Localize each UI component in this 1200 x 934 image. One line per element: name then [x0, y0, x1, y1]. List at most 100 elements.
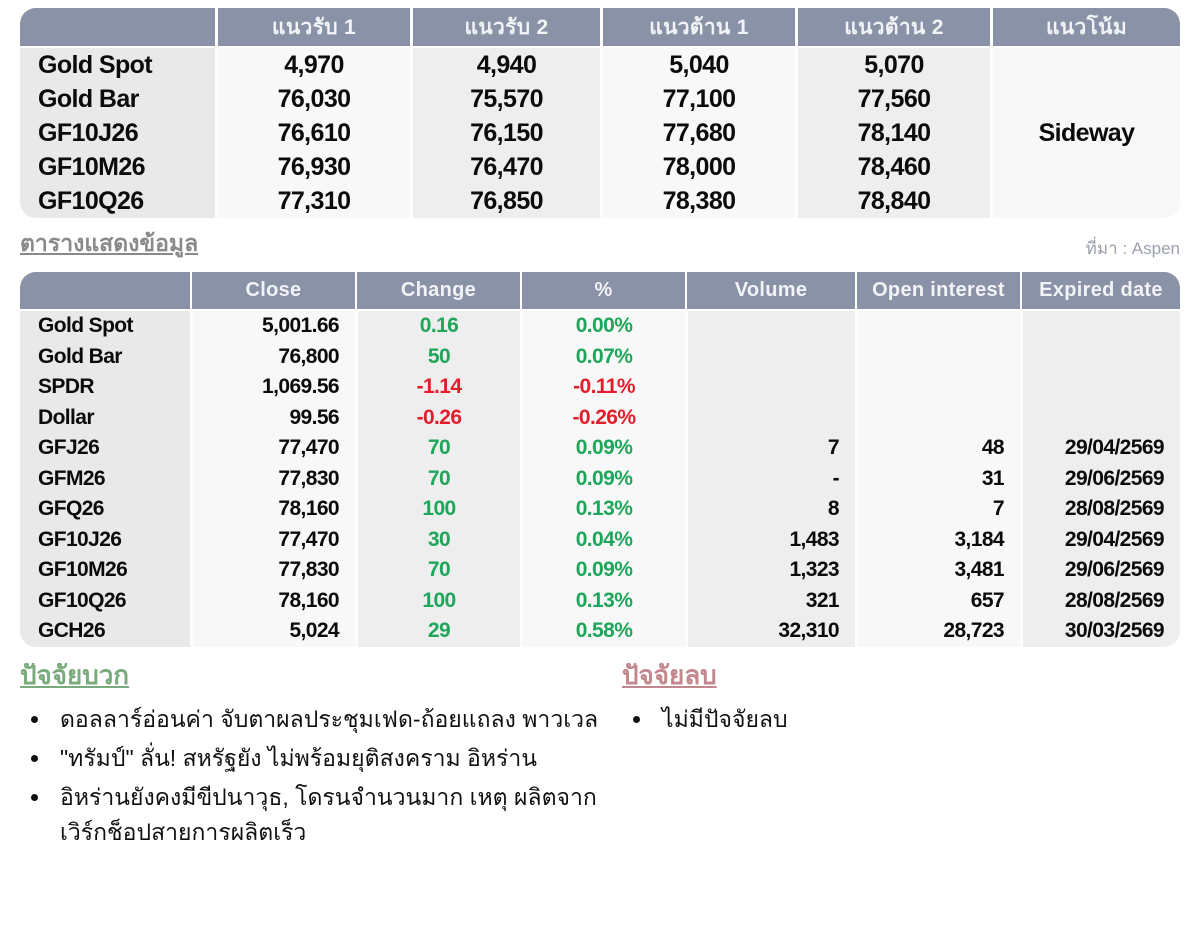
- volume-value: 1,323: [685, 555, 855, 586]
- header-trend: แนวโน้ม: [990, 8, 1180, 46]
- close-value: 5,001.66: [190, 311, 355, 342]
- header-change: Change: [355, 272, 520, 309]
- instrument-label: GF10M26: [20, 150, 215, 184]
- negative-factors: ปัจจัยลบ ไม่มีปัจจัยลบ: [622, 655, 1180, 854]
- header-percent: %: [520, 272, 685, 309]
- change-value: 100: [355, 585, 520, 616]
- change-value: -1.14: [355, 372, 520, 403]
- level-value: 76,930: [215, 150, 410, 184]
- open-interest-value: 7: [855, 494, 1020, 525]
- instrument-label: GF10Q26: [20, 585, 190, 616]
- level-value: 78,140: [795, 116, 990, 150]
- change-value: 70: [355, 433, 520, 464]
- support-table-header: แนวรับ 1 แนวรับ 2 แนวต้าน 1 แนวต้าน 2 แน…: [20, 8, 1180, 48]
- close-value: 99.56: [190, 402, 355, 433]
- volume-value: 32,310: [685, 616, 855, 647]
- expired-date-value: 29/06/2569: [1020, 463, 1180, 494]
- header-close: Close: [190, 272, 355, 309]
- level-value: 78,840: [795, 184, 990, 218]
- change-value: 0.16: [355, 311, 520, 342]
- close-value: 77,830: [190, 555, 355, 586]
- header-resistance-2: แนวต้าน 2: [795, 8, 990, 46]
- change-value: 30: [355, 524, 520, 555]
- percent-value: 0.07%: [520, 341, 685, 372]
- change-value: 50: [355, 341, 520, 372]
- open-interest-value: 31: [855, 463, 1020, 494]
- volume-value: [685, 341, 855, 372]
- level-value: 77,100: [600, 82, 795, 116]
- percent-value: 0.13%: [520, 585, 685, 616]
- level-value: 77,560: [795, 82, 990, 116]
- volume-value: [685, 402, 855, 433]
- header-open-interest: Open interest: [855, 272, 1020, 309]
- header-blank: [20, 272, 190, 309]
- source-label: ที่มา : Aspen: [1085, 239, 1180, 258]
- volume-value: 1,483: [685, 524, 855, 555]
- header-volume: Volume: [685, 272, 855, 309]
- header-resistance-1: แนวต้าน 1: [600, 8, 795, 46]
- open-interest-value: 3,184: [855, 524, 1020, 555]
- open-interest-value: 28,723: [855, 616, 1020, 647]
- close-value: 76,800: [190, 341, 355, 372]
- open-interest-value: [855, 372, 1020, 403]
- expired-date-value: [1020, 341, 1180, 372]
- close-value: 78,160: [190, 585, 355, 616]
- negative-factors-heading: ปัจจัยลบ: [622, 660, 717, 690]
- percent-value: 0.09%: [520, 463, 685, 494]
- expired-date-value: [1020, 311, 1180, 342]
- level-value: 78,000: [600, 150, 795, 184]
- level-value: 77,310: [215, 184, 410, 218]
- level-value: 76,850: [410, 184, 600, 218]
- instrument-label: Gold Bar: [20, 82, 215, 116]
- expired-date-value: [1020, 402, 1180, 433]
- change-value: 100: [355, 494, 520, 525]
- level-value: 77,680: [600, 116, 795, 150]
- instrument-label: Gold Spot: [20, 311, 190, 342]
- factor-item: ดอลลาร์อ่อนค่า จับตาผลประชุมเฟด-ถ้อยแถลง…: [52, 702, 622, 737]
- volume-value: 321: [685, 585, 855, 616]
- data-table-header: Close Change % Volume Open interest Expi…: [20, 272, 1180, 311]
- level-value: 78,380: [600, 184, 795, 218]
- header-blank: [20, 8, 215, 46]
- support-resistance-table: แนวรับ 1 แนวรับ 2 แนวต้าน 1 แนวต้าน 2 แน…: [20, 8, 1180, 218]
- expired-date-value: 28/08/2569: [1020, 585, 1180, 616]
- expired-date-value: 28/08/2569: [1020, 494, 1180, 525]
- open-interest-value: 657: [855, 585, 1020, 616]
- expired-date-value: [1020, 372, 1180, 403]
- header-support-2: แนวรับ 2: [410, 8, 600, 46]
- level-value: 78,460: [795, 150, 990, 184]
- expired-date-value: 30/03/2569: [1020, 616, 1180, 647]
- percent-value: 0.13%: [520, 494, 685, 525]
- expired-date-value: 29/06/2569: [1020, 555, 1180, 586]
- level-value: 5,040: [600, 48, 795, 82]
- close-value: 78,160: [190, 494, 355, 525]
- percent-value: -0.26%: [520, 402, 685, 433]
- instrument-label: GF10J26: [20, 524, 190, 555]
- instrument-label: GF10M26: [20, 555, 190, 586]
- change-value: 70: [355, 463, 520, 494]
- volume-value: 7: [685, 433, 855, 464]
- open-interest-value: [855, 311, 1020, 342]
- instrument-label: SPDR: [20, 372, 190, 403]
- volume-value: [685, 372, 855, 403]
- level-value: 4,940: [410, 48, 600, 82]
- expired-date-value: 29/04/2569: [1020, 524, 1180, 555]
- close-value: 77,470: [190, 433, 355, 464]
- negative-factors-list: ไม่มีปัจจัยลบ: [622, 702, 1180, 737]
- open-interest-value: 48: [855, 433, 1020, 464]
- factor-item: "ทรัมป์" ลั่น! สหรัฐยัง ไม่พร้อมยุติสงคร…: [52, 741, 622, 776]
- open-interest-value: [855, 402, 1020, 433]
- header-support-1: แนวรับ 1: [215, 8, 410, 46]
- instrument-label: Gold Spot: [20, 48, 215, 82]
- percent-value: 0.58%: [520, 616, 685, 647]
- instrument-label: Dollar: [20, 402, 190, 433]
- data-table-caption-row: ตารางแสดงข้อมูล ที่มา : Aspen: [20, 226, 1180, 262]
- instrument-label: GFQ26: [20, 494, 190, 525]
- instrument-label: Gold Bar: [20, 341, 190, 372]
- close-value: 1,069.56: [190, 372, 355, 403]
- volume-value: [685, 311, 855, 342]
- volume-value: 8: [685, 494, 855, 525]
- percent-value: -0.11%: [520, 372, 685, 403]
- factors-section: ปัจจัยบวก ดอลลาร์อ่อนค่า จับตาผลประชุมเฟ…: [20, 655, 1180, 854]
- instrument-label: GF10J26: [20, 116, 215, 150]
